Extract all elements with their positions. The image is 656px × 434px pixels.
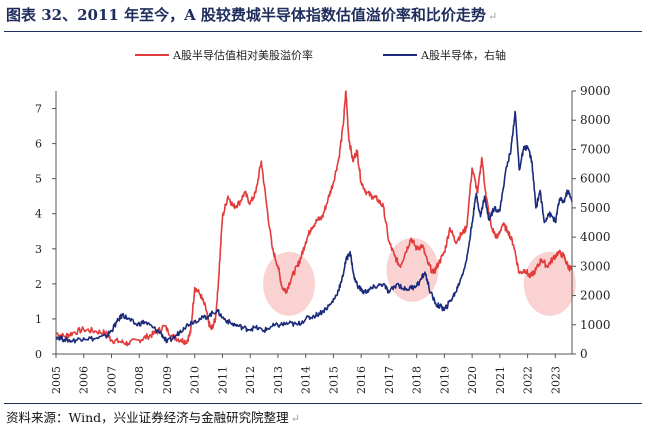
x-tick-label: 2023 bbox=[549, 366, 562, 394]
x-tick-label: 2008 bbox=[133, 366, 146, 394]
left-tick-label: 1 bbox=[35, 313, 42, 326]
right-tick-label: 6000 bbox=[580, 172, 611, 186]
source-rule bbox=[4, 403, 642, 404]
line-chart: A股半导估值相对美股溢价率 A股半导体，右轴 0 1 2 3 4 5 6 7 0 1000 2000 3… bbox=[35, 48, 611, 394]
highlight-ellipse-3 bbox=[523, 251, 576, 316]
figure-title-text: 图表 32、2011 年至今，A 股较费城半导体指数估值溢价率和比价走势 bbox=[6, 6, 486, 24]
x-tick-label: 2013 bbox=[272, 366, 285, 394]
left-tick-label: 2 bbox=[35, 278, 42, 291]
x-tick-label: 2018 bbox=[411, 366, 424, 394]
x-tick-label: 2010 bbox=[189, 366, 202, 394]
right-tick-label: 4000 bbox=[580, 230, 611, 244]
source-note: 资料来源：Wind，兴业证券经济与金融研究院整理 ↵ bbox=[6, 407, 300, 426]
left-tick-label: 5 bbox=[35, 173, 42, 186]
x-tick-label: 2015 bbox=[327, 366, 340, 394]
left-tick-label: 7 bbox=[35, 103, 42, 116]
x-tick-label: 2014 bbox=[300, 366, 313, 394]
right-tick-label: 3000 bbox=[580, 259, 611, 273]
legend: A股半导估值相对美股溢价率 A股半导体，右轴 bbox=[135, 48, 506, 62]
legend-label-1: A股半导估值相对美股溢价率 bbox=[172, 48, 313, 62]
source-text: 资料来源：Wind，兴业证券经济与金融研究院整理 bbox=[6, 410, 289, 425]
x-tick-label: 2009 bbox=[161, 366, 174, 394]
x-tick-label: 2016 bbox=[355, 366, 368, 394]
series-group bbox=[55, 90, 573, 347]
x-tick-label: 2022 bbox=[522, 366, 535, 394]
semiconductor-series-line bbox=[55, 110, 573, 344]
title-rule bbox=[4, 31, 642, 32]
axes: 0 1 2 3 4 5 6 7 0 1000 2000 3000 4000 5000 6000 7000 800… bbox=[35, 84, 611, 394]
x-tick-label: 2007 bbox=[105, 366, 118, 394]
right-tick-label: 7000 bbox=[580, 142, 611, 156]
right-tick-label: 8000 bbox=[580, 113, 611, 127]
x-tick-label: 2019 bbox=[438, 366, 451, 394]
right-tick-label: 2000 bbox=[580, 289, 611, 303]
paragraph-mark: ↵ bbox=[487, 10, 498, 23]
x-tick-label: 2021 bbox=[494, 366, 507, 394]
x-tick-label: 2006 bbox=[78, 366, 91, 394]
right-tick-label: 5000 bbox=[580, 201, 611, 215]
left-tick-label: 4 bbox=[35, 208, 42, 221]
right-tick-label: 0 bbox=[580, 347, 588, 361]
x-tick-label: 2011 bbox=[216, 366, 229, 394]
figure-title: 图表 32、2011 年至今，A 股较费城半导体指数估值溢价率和比价走势 ↵ bbox=[6, 4, 497, 25]
x-tick-label: 2005 bbox=[50, 366, 63, 394]
left-tick-label: 6 bbox=[35, 138, 42, 151]
right-tick-label: 1000 bbox=[580, 318, 611, 332]
right-tick-label: 9000 bbox=[580, 84, 611, 98]
premium-series-line bbox=[55, 90, 573, 347]
x-tick-label: 2012 bbox=[244, 366, 257, 394]
x-tick-label: 2020 bbox=[466, 366, 479, 394]
legend-label-2: A股半导体，右轴 bbox=[420, 48, 506, 62]
left-tick-label: 0 bbox=[35, 348, 42, 361]
x-tick-label: 2017 bbox=[383, 366, 396, 394]
source-paragraph-mark: ↵ bbox=[290, 412, 300, 425]
left-tick-label: 3 bbox=[35, 243, 42, 256]
